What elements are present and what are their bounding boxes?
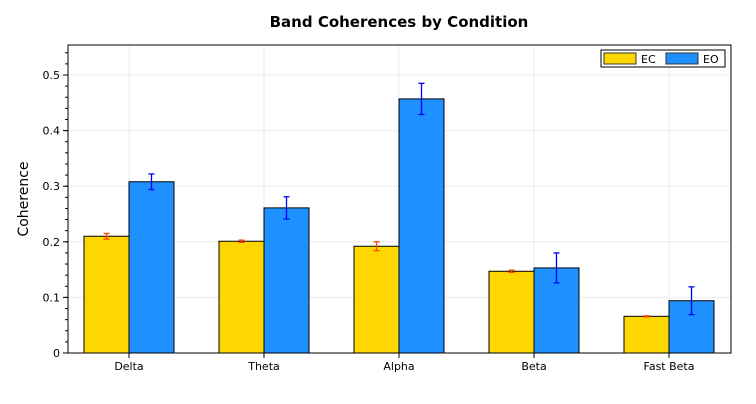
legend-label-ec: EC — [641, 53, 656, 66]
x-tick-label: Beta — [521, 360, 546, 373]
bar-eo — [398, 98, 445, 354]
y-tick-label: 0.3 — [43, 180, 61, 193]
x-tick-label: Alpha — [383, 360, 414, 373]
y-tick-label: 0 — [53, 347, 60, 360]
bar-ec — [623, 315, 670, 354]
x-tick-label: Fast Beta — [644, 360, 695, 373]
x-tick-label: Theta — [247, 360, 280, 373]
bar-ec — [488, 270, 535, 354]
x-tick-label: Delta — [114, 360, 143, 373]
y-tick-label: 0.2 — [43, 236, 61, 249]
bar-ec — [353, 245, 400, 354]
bar-ec — [83, 235, 130, 354]
bar-eo — [128, 181, 175, 354]
y-tick-label: 0.5 — [43, 69, 61, 82]
legend-swatch-ec — [603, 52, 637, 65]
y-tick-label: 0.4 — [43, 125, 61, 138]
y-tick-label: 0.1 — [43, 291, 61, 304]
bar-eo — [263, 207, 310, 354]
y-axis-label: Coherence — [16, 161, 32, 236]
legend-swatch-eo — [665, 52, 699, 65]
legend: EC EO — [600, 49, 726, 68]
legend-label-eo: EO — [703, 53, 719, 66]
chart-title: Band Coherences by Condition — [270, 13, 529, 31]
bar-ec — [218, 240, 265, 354]
